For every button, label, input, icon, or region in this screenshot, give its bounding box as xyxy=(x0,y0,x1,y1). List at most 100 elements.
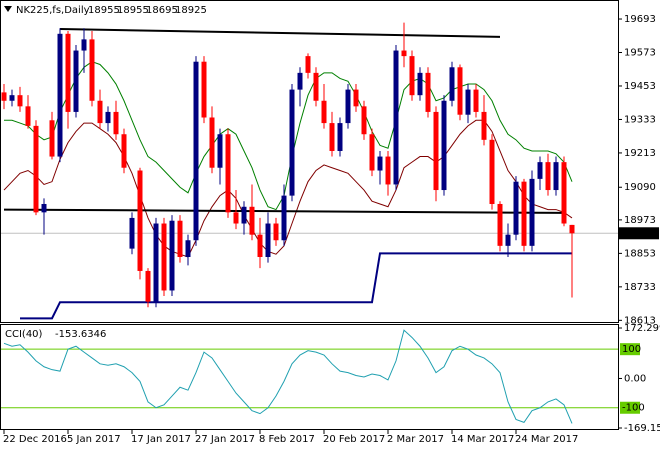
candle-body xyxy=(161,223,167,291)
candle-body xyxy=(361,106,367,135)
ohlc-close: 18925 xyxy=(175,5,207,16)
y-tick-label: 19333 xyxy=(624,114,656,125)
x-tick-label: 14 Mar 2017 xyxy=(451,434,514,445)
x-tick-label: 24 Mar 2017 xyxy=(515,434,578,445)
y-tick-label: 19573 xyxy=(624,47,656,58)
cci-panel xyxy=(0,324,619,430)
candle-body xyxy=(529,178,535,246)
ohlc-low: 18695 xyxy=(146,5,178,16)
candle-body xyxy=(297,72,303,90)
price-box xyxy=(619,227,659,240)
y-tick-label: 19090 xyxy=(624,182,656,193)
menu-icon xyxy=(4,6,12,12)
candle-body xyxy=(521,181,527,246)
candle-body xyxy=(553,162,559,191)
candle-body xyxy=(569,224,575,234)
candle-body xyxy=(425,72,431,112)
candle-body xyxy=(281,195,287,241)
cci-level-label: -100 xyxy=(622,403,645,414)
y-tick-label: 18733 xyxy=(624,282,656,293)
y-tick-label: 19693 xyxy=(624,14,656,25)
candle-body xyxy=(545,162,551,191)
candle-body xyxy=(137,170,143,271)
candle-body xyxy=(241,206,247,224)
candle-body xyxy=(457,67,463,115)
candle-body xyxy=(193,61,199,241)
cci-line xyxy=(3,329,573,424)
cci-tick-label: 172.2991 xyxy=(624,323,660,334)
candle-body xyxy=(449,67,455,101)
cci-level-label: 100 xyxy=(622,344,641,355)
candle-body xyxy=(561,162,567,224)
candle-body xyxy=(217,134,223,168)
candle-body xyxy=(401,50,407,57)
candle-body xyxy=(169,220,175,291)
y-tick-label: 18613 xyxy=(624,315,656,326)
candle-body xyxy=(313,72,319,101)
candle-body xyxy=(65,33,71,112)
x-tick-label: 20 Feb 2017 xyxy=(323,434,385,445)
x-tick-label: 27 Jan 2017 xyxy=(195,434,255,445)
y-tick-label: 18973 xyxy=(624,215,656,226)
candle-body xyxy=(513,181,519,235)
candle-body xyxy=(185,240,191,257)
overlay-line xyxy=(4,61,573,211)
candle-body xyxy=(105,111,111,124)
overlay-line xyxy=(20,252,572,320)
overlay-line xyxy=(3,119,573,258)
cci-level-box xyxy=(620,343,640,356)
candle-body xyxy=(177,220,183,257)
candle-body xyxy=(249,206,255,235)
y-tick-label: 19453 xyxy=(624,81,656,92)
indicator-last: -153.6346 xyxy=(55,329,106,340)
candle-body xyxy=(393,50,399,185)
cci-tick-label: -169.155 xyxy=(624,423,660,434)
candle-body xyxy=(17,95,23,107)
candle-body xyxy=(369,134,375,171)
candle-body xyxy=(57,33,63,157)
candle-body xyxy=(121,134,127,168)
candle-body xyxy=(89,39,95,101)
candle-body xyxy=(225,134,231,213)
candle-body xyxy=(409,56,415,96)
candle-body xyxy=(73,50,79,112)
candle-body xyxy=(25,106,31,126)
y-tick-label: 18853 xyxy=(624,248,656,259)
candle-body xyxy=(385,156,391,185)
candle-body xyxy=(497,203,503,246)
candle-body xyxy=(97,100,103,124)
candle-body xyxy=(329,123,335,151)
candle-body xyxy=(201,61,207,118)
cci-tick-label: 0.00 xyxy=(624,373,646,384)
candle-body xyxy=(1,92,7,101)
ohlc-high: 18955 xyxy=(117,5,149,16)
candle-body xyxy=(81,39,87,51)
candle-body xyxy=(273,223,279,241)
candle-body xyxy=(337,123,343,151)
candle-body xyxy=(33,125,39,213)
x-tick-label: 22 Dec 2016 xyxy=(3,434,67,445)
candle-body xyxy=(481,111,487,140)
candle-body xyxy=(537,162,543,179)
candle-body xyxy=(289,89,295,196)
candle-body xyxy=(353,89,359,107)
indicator-name: CCI(40) xyxy=(5,329,43,340)
candle-body xyxy=(265,223,271,257)
candle-body xyxy=(257,234,263,257)
candle-body xyxy=(321,100,327,124)
candle-body xyxy=(505,234,511,246)
x-tick-label: 8 Feb 2017 xyxy=(259,434,315,445)
candle-body xyxy=(113,111,119,135)
x-tick-label: 5 Jan 2017 xyxy=(67,434,121,445)
x-tick-label: 2 Mar 2017 xyxy=(387,434,444,445)
candle-body xyxy=(345,89,351,124)
x-tick-label: 17 Jan 2017 xyxy=(131,434,191,445)
chart-title: NK225,fs,Daily xyxy=(16,5,90,16)
candle-body xyxy=(441,100,447,191)
candle-body xyxy=(9,95,15,101)
candle-body xyxy=(473,89,479,112)
candle-body xyxy=(153,223,159,302)
candle-body xyxy=(41,203,47,213)
